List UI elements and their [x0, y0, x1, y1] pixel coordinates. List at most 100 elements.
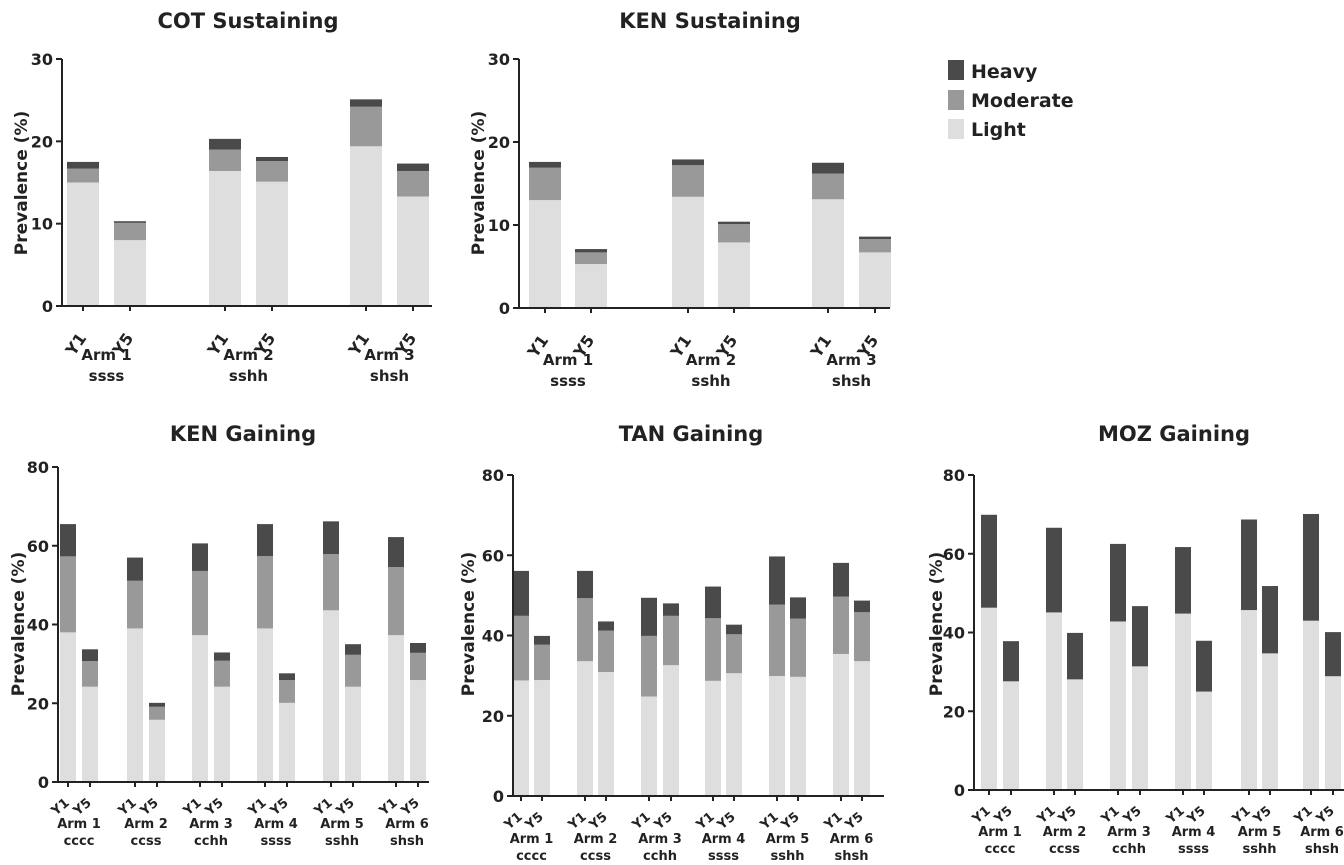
y-tick-label: 0 — [499, 299, 510, 318]
bar-segment-light — [812, 199, 844, 308]
y-tick-label: 20 — [31, 132, 53, 151]
bar-segment-heavy — [323, 521, 339, 555]
bar-segment-light — [350, 146, 382, 306]
bar-segment-light — [769, 676, 785, 796]
bar-segment-light — [1175, 613, 1191, 790]
group-code-label: shsh — [370, 367, 409, 385]
bar-segment-moderate — [812, 173, 844, 200]
y-tick-label: 40 — [482, 627, 504, 646]
bar-segment-light — [641, 696, 657, 796]
bar-segment-heavy — [598, 621, 614, 631]
bar-segment-moderate — [350, 106, 382, 147]
bar-segment-heavy — [1067, 632, 1083, 680]
bar-segment-heavy — [577, 570, 593, 599]
group-code-label: shsh — [1305, 842, 1339, 857]
x-tick-label: Y1 — [48, 796, 73, 820]
bar-segment-moderate — [192, 570, 208, 636]
y-tick-label: 80 — [943, 466, 965, 485]
bar-segment-light — [833, 653, 849, 796]
bar-segment-light — [672, 196, 704, 308]
bar-segment-heavy — [833, 562, 849, 597]
bar-segment-light — [534, 680, 550, 796]
group-code-label: shsh — [390, 834, 424, 849]
group-code-label: cccc — [985, 842, 1016, 857]
chart-panel-ken-gaining: KEN Gaining Prevalence (%) 020406080Y1Y5… — [9, 422, 429, 849]
bar-segment-heavy — [672, 159, 704, 166]
bar-segment-light — [1110, 621, 1126, 790]
legend-label-light: Light — [971, 119, 1026, 141]
bar-segment-light — [214, 686, 230, 782]
group-code-label: ccss — [131, 834, 162, 849]
group-code-label: cchh — [194, 834, 228, 849]
bar-segment-heavy — [513, 570, 529, 616]
bar-segment-light — [149, 719, 165, 782]
bar-segment-heavy — [534, 635, 550, 645]
bar-segment-heavy — [214, 652, 230, 661]
x-tick-label: Y1 — [969, 804, 994, 828]
bar-segment-light — [575, 264, 607, 308]
bar-segment-heavy — [1132, 606, 1148, 667]
bar-segment-heavy — [575, 249, 607, 253]
bar-segment-heavy — [1303, 513, 1319, 621]
bar-segment-light — [397, 196, 429, 306]
group-code-label: ccss — [580, 849, 611, 864]
y-tick-label: 30 — [488, 50, 510, 69]
bar-segment-moderate — [833, 596, 849, 654]
chart-panel-tan-gaining: TAN Gaining Prevalence (%) 020406080Y1Y5… — [459, 422, 884, 864]
group-arm-label: Arm 3 — [826, 351, 876, 369]
y-tick-label: 10 — [488, 216, 510, 235]
group-code-label: ssss — [550, 372, 586, 390]
y-axis-label: Prevalence (%) — [469, 111, 489, 255]
y-tick-label: 30 — [31, 50, 53, 69]
group-arm-label: Arm 2 — [223, 346, 273, 364]
bar-segment-heavy — [388, 537, 404, 568]
y-tick-label: 40 — [27, 616, 49, 635]
chart-panel-moz-gaining: MOZ Gaining Prevalence (%) 020406080Y1Y5… — [927, 422, 1344, 857]
y-tick-label: 80 — [27, 458, 49, 477]
x-tick-label: Y5 — [1250, 804, 1275, 828]
group-arm-label: Arm 4 — [702, 832, 746, 847]
bar-segment-light — [279, 702, 295, 782]
x-tick-label: Y5 — [586, 810, 611, 834]
bar-segment-light — [410, 680, 426, 782]
y-tick-label: 0 — [42, 297, 53, 316]
bar-segment-light — [209, 170, 241, 306]
bar-segment-light — [529, 200, 561, 308]
bar-segment-heavy — [257, 524, 273, 556]
y-tick-label: 0 — [954, 781, 965, 800]
bar-segment-moderate — [534, 644, 550, 681]
group-arm-label: Arm 3 — [364, 346, 414, 364]
bar-segment-heavy — [859, 236, 891, 240]
bar-segment-light — [192, 635, 208, 782]
y-tick-label: 10 — [31, 215, 53, 234]
group-code-label: cchh — [1112, 842, 1146, 857]
x-tick-label: Y5 — [1120, 804, 1145, 828]
bar-segment-moderate — [663, 615, 679, 666]
x-tick-label: Y5 — [202, 796, 227, 820]
y-tick-label: 20 — [27, 694, 49, 713]
bar-segment-moderate — [529, 167, 561, 201]
x-tick-label: Y5 — [991, 804, 1016, 828]
bar-segment-moderate — [345, 654, 361, 687]
bar-segment-moderate — [279, 680, 295, 703]
bar-segment-heavy — [726, 624, 742, 635]
bar-segment-moderate — [513, 615, 529, 681]
group-code-label: sshh — [771, 849, 805, 864]
bar-segment-light — [114, 240, 146, 306]
x-tick-label: Y5 — [1184, 804, 1209, 828]
bar-segment-heavy — [127, 557, 143, 581]
bar-segment-light — [726, 673, 742, 796]
group-code-label: ssss — [89, 367, 125, 385]
bar-segment-moderate — [214, 660, 230, 687]
y-tick-label: 0 — [493, 787, 504, 806]
bar-segment-heavy — [1110, 543, 1126, 622]
bar-segment-light — [1046, 612, 1062, 790]
x-tick-label: Y5 — [522, 810, 547, 834]
x-tick-label: Y5 — [70, 796, 95, 820]
y-tick-label: 20 — [482, 707, 504, 726]
group-arm-label: Arm 6 — [830, 832, 874, 847]
group-arm-label: Arm 2 — [1043, 825, 1087, 840]
group-arm-label: Arm 5 — [766, 832, 810, 847]
group-arm-label: Arm 4 — [1172, 825, 1216, 840]
